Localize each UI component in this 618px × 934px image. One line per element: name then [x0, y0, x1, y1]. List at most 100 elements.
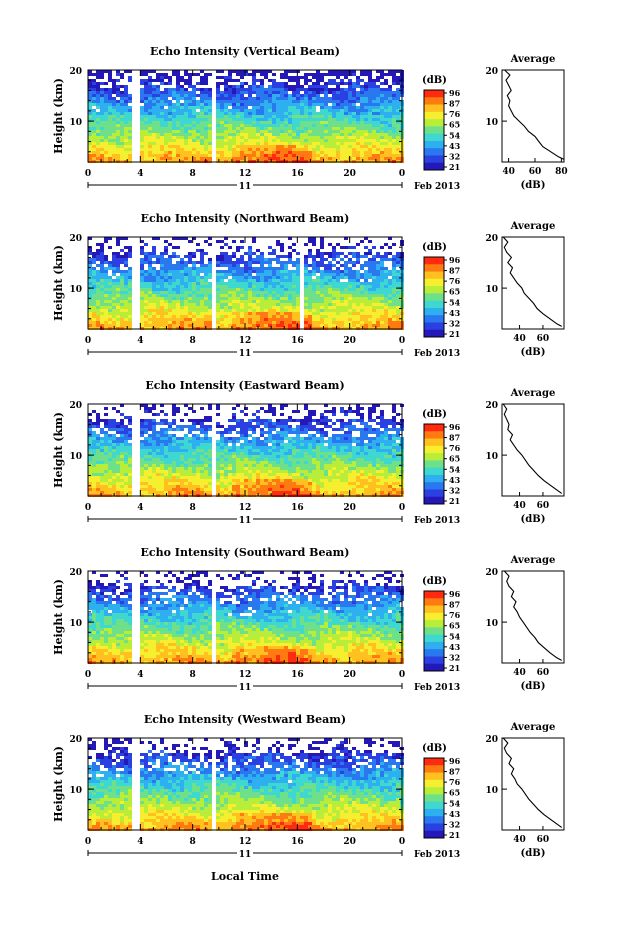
heatmap-cell [380, 255, 384, 258]
heatmap-cell [348, 258, 352, 261]
heatmap-cell [336, 142, 340, 145]
heatmap-cell [312, 130, 316, 133]
heatmap-cell [264, 291, 268, 294]
heatmap-cell [380, 118, 384, 121]
heatmap-cell [164, 443, 168, 446]
heatmap-cell [196, 249, 200, 252]
heatmap-cell [308, 97, 312, 100]
heatmap-cell [308, 425, 312, 428]
heatmap-cell [156, 73, 160, 76]
heatmap-cell [196, 294, 200, 297]
heatmap-cell [360, 97, 364, 100]
heatmap-cell [348, 136, 352, 139]
heatmap-cell [308, 279, 312, 282]
heatmap-cell [352, 264, 356, 267]
heatmap-cell [112, 133, 116, 136]
heatmap-cell [240, 148, 244, 151]
heatmap-cell [184, 434, 188, 437]
heatmap-cell [184, 142, 188, 145]
heatmap-cell [104, 309, 108, 312]
heatmap-cell [244, 133, 248, 136]
heatmap-cell [352, 294, 356, 297]
heatmap-cell [292, 121, 296, 124]
heatmap-cell [260, 309, 264, 312]
colorbar-tick-label: 43 [449, 141, 461, 151]
heatmap-cell [168, 300, 172, 303]
heatmap-cell [368, 91, 372, 94]
heatmap-cell [172, 142, 176, 145]
heatmap-cell [348, 103, 352, 106]
heatmap-cell [348, 425, 352, 428]
heatmap-cell [332, 127, 336, 130]
heatmap-cell [252, 91, 256, 94]
heatmap-cell [348, 279, 352, 282]
heatmap-cell [372, 145, 376, 148]
heatmap-cell [280, 148, 284, 151]
heatmap-cell [96, 94, 100, 97]
heatmap-cell [176, 88, 180, 91]
heatmap-cell [224, 88, 228, 91]
heatmap-cell [388, 291, 392, 294]
heatmap-cell [384, 425, 388, 428]
heatmap-cell [348, 300, 352, 303]
heatmap-cell [296, 112, 300, 115]
heatmap-cell [176, 425, 180, 428]
heatmap-cell [320, 118, 324, 121]
heatmap-cell [92, 446, 96, 449]
heatmap-cell [120, 258, 124, 261]
heatmap-cell [164, 136, 168, 139]
heatmap-cell [164, 246, 168, 249]
heatmap-cell [316, 139, 320, 142]
heatmap-cell [312, 133, 316, 136]
heatmap-cell [228, 255, 232, 258]
heatmap-cell [96, 97, 100, 100]
heatmap-cell [376, 437, 380, 440]
heatmap-cell [316, 306, 320, 309]
heatmap-cell [336, 255, 340, 258]
heatmap-cell [96, 413, 100, 416]
heatmap-cell [264, 258, 268, 261]
heatmap-cell [160, 422, 164, 425]
heatmap-cell [268, 264, 272, 267]
heatmap-cell [284, 118, 288, 121]
heatmap-cell [232, 315, 236, 318]
heatmap-cell [292, 100, 296, 103]
x-tick-label: 0 [399, 169, 405, 179]
heatmap-cell [392, 285, 396, 288]
heatmap-cell [288, 142, 292, 145]
heatmap-cell [268, 103, 272, 106]
heatmap-cell [172, 109, 176, 112]
heatmap-cell [336, 154, 340, 157]
heatmap-cell [120, 428, 124, 431]
heatmap-cell [316, 422, 320, 425]
heatmap-cell [172, 297, 176, 300]
heatmap-cell [316, 270, 320, 273]
heatmap-cell [320, 437, 324, 440]
heatmap-cell [336, 285, 340, 288]
heatmap-cell [332, 103, 336, 106]
heatmap-cell [352, 85, 356, 88]
heatmap-cell [344, 297, 348, 300]
heatmap-cell [332, 279, 336, 282]
heatmap-cell [216, 145, 220, 148]
heatmap-cell [104, 100, 108, 103]
heatmap-cell [108, 151, 112, 154]
heatmap-cell [152, 312, 156, 315]
heatmap-cell [256, 261, 260, 264]
heatmap-cell [124, 252, 128, 255]
heatmap-cell [364, 261, 368, 264]
heatmap-cell [244, 303, 248, 306]
heatmap-cell [232, 97, 236, 100]
heatmap-cell [140, 124, 144, 127]
heatmap-cell [328, 252, 332, 255]
heatmap-cell [332, 124, 336, 127]
avg-x-tick-label: 40 [502, 167, 515, 177]
heatmap-cell [364, 303, 368, 306]
heatmap-cell [360, 303, 364, 306]
heatmap-cell [384, 130, 388, 133]
heatmap-cell [364, 255, 368, 258]
heatmap-cell [116, 425, 120, 428]
heatmap-cell [356, 443, 360, 446]
heatmap-cell [124, 97, 128, 100]
heatmap-cell [168, 255, 172, 258]
